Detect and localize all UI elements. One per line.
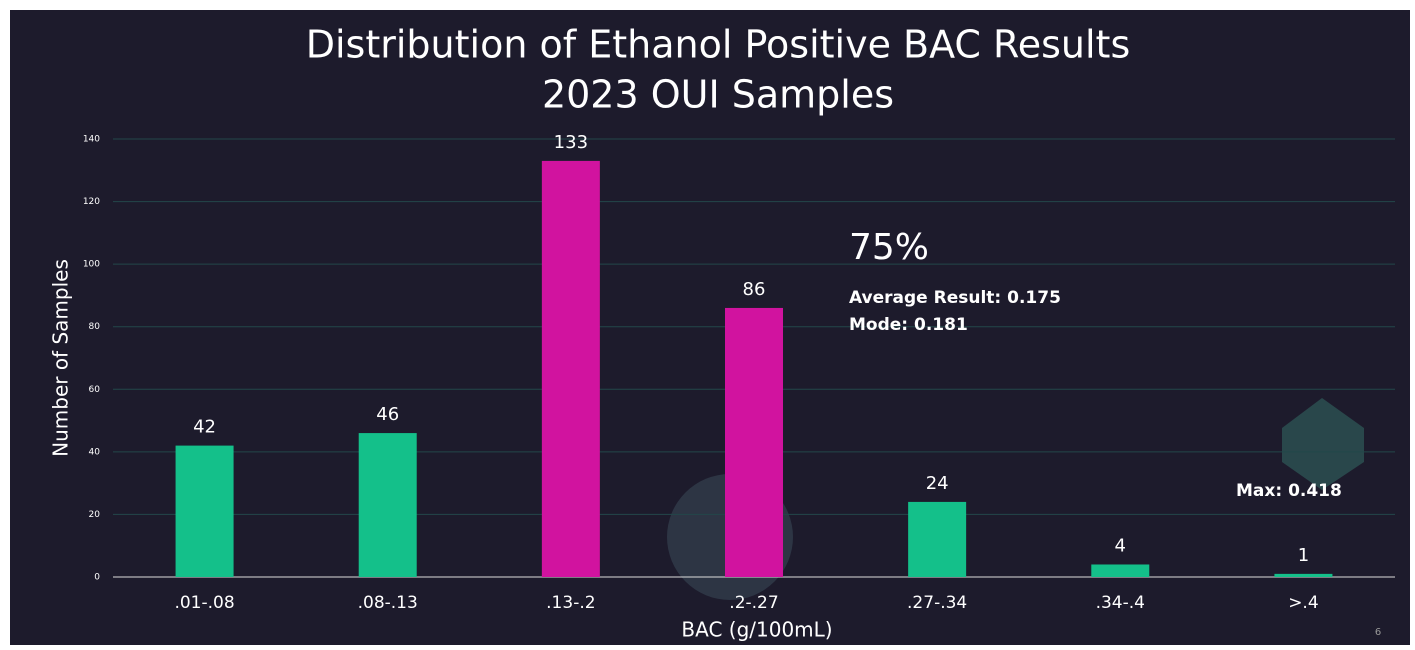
value-label: 133 xyxy=(554,132,588,153)
value-label: 86 xyxy=(743,279,766,300)
y-tick-label: 120 xyxy=(83,197,100,207)
y-tick-label: 0 xyxy=(94,573,100,583)
annotation: Max: 0.418 xyxy=(1236,481,1342,501)
bar xyxy=(1091,564,1149,577)
annotation: Mode: 0.181 xyxy=(849,315,968,335)
x-tick-label: >.4 xyxy=(1288,593,1318,613)
x-axis-label: BAC (g/100mL) xyxy=(681,618,832,642)
x-tick-label: .34-.4 xyxy=(1096,593,1145,613)
page-number: 6 xyxy=(1375,627,1381,638)
y-tick-label: 140 xyxy=(83,135,100,145)
annotation: 75% xyxy=(849,227,929,268)
bar xyxy=(725,308,783,577)
bar xyxy=(359,433,417,577)
value-label: 46 xyxy=(376,404,399,425)
x-tick-label: .01-.08 xyxy=(174,593,234,613)
x-tick-label: .13-.2 xyxy=(546,593,595,613)
x-tick-label: .08-.13 xyxy=(358,593,418,613)
y-tick-label: 80 xyxy=(89,322,101,332)
y-tick-label: 40 xyxy=(89,447,101,457)
value-label: 24 xyxy=(926,473,949,494)
y-tick-label: 100 xyxy=(83,260,100,270)
x-tick-label: .27-.34 xyxy=(907,593,967,613)
y-tick-label: 20 xyxy=(89,510,101,520)
chart-subtitle: 2023 OUI Samples xyxy=(542,73,894,117)
x-tick-label: .2-.27 xyxy=(729,593,778,613)
value-label: 42 xyxy=(193,417,216,438)
value-label: 4 xyxy=(1115,535,1126,556)
y-tick-label: 60 xyxy=(89,385,101,395)
bar xyxy=(1274,574,1332,577)
bar xyxy=(176,446,234,577)
y-axis-label: Number of Samples xyxy=(49,259,73,457)
value-label: 1 xyxy=(1298,545,1309,566)
chart-title: Distribution of Ethanol Positive BAC Res… xyxy=(306,23,1131,67)
annotation: Average Result: 0.175 xyxy=(849,288,1061,308)
bar xyxy=(908,502,966,577)
chart: Distribution of Ethanol Positive BAC Res… xyxy=(0,0,1415,650)
bar xyxy=(542,161,600,577)
